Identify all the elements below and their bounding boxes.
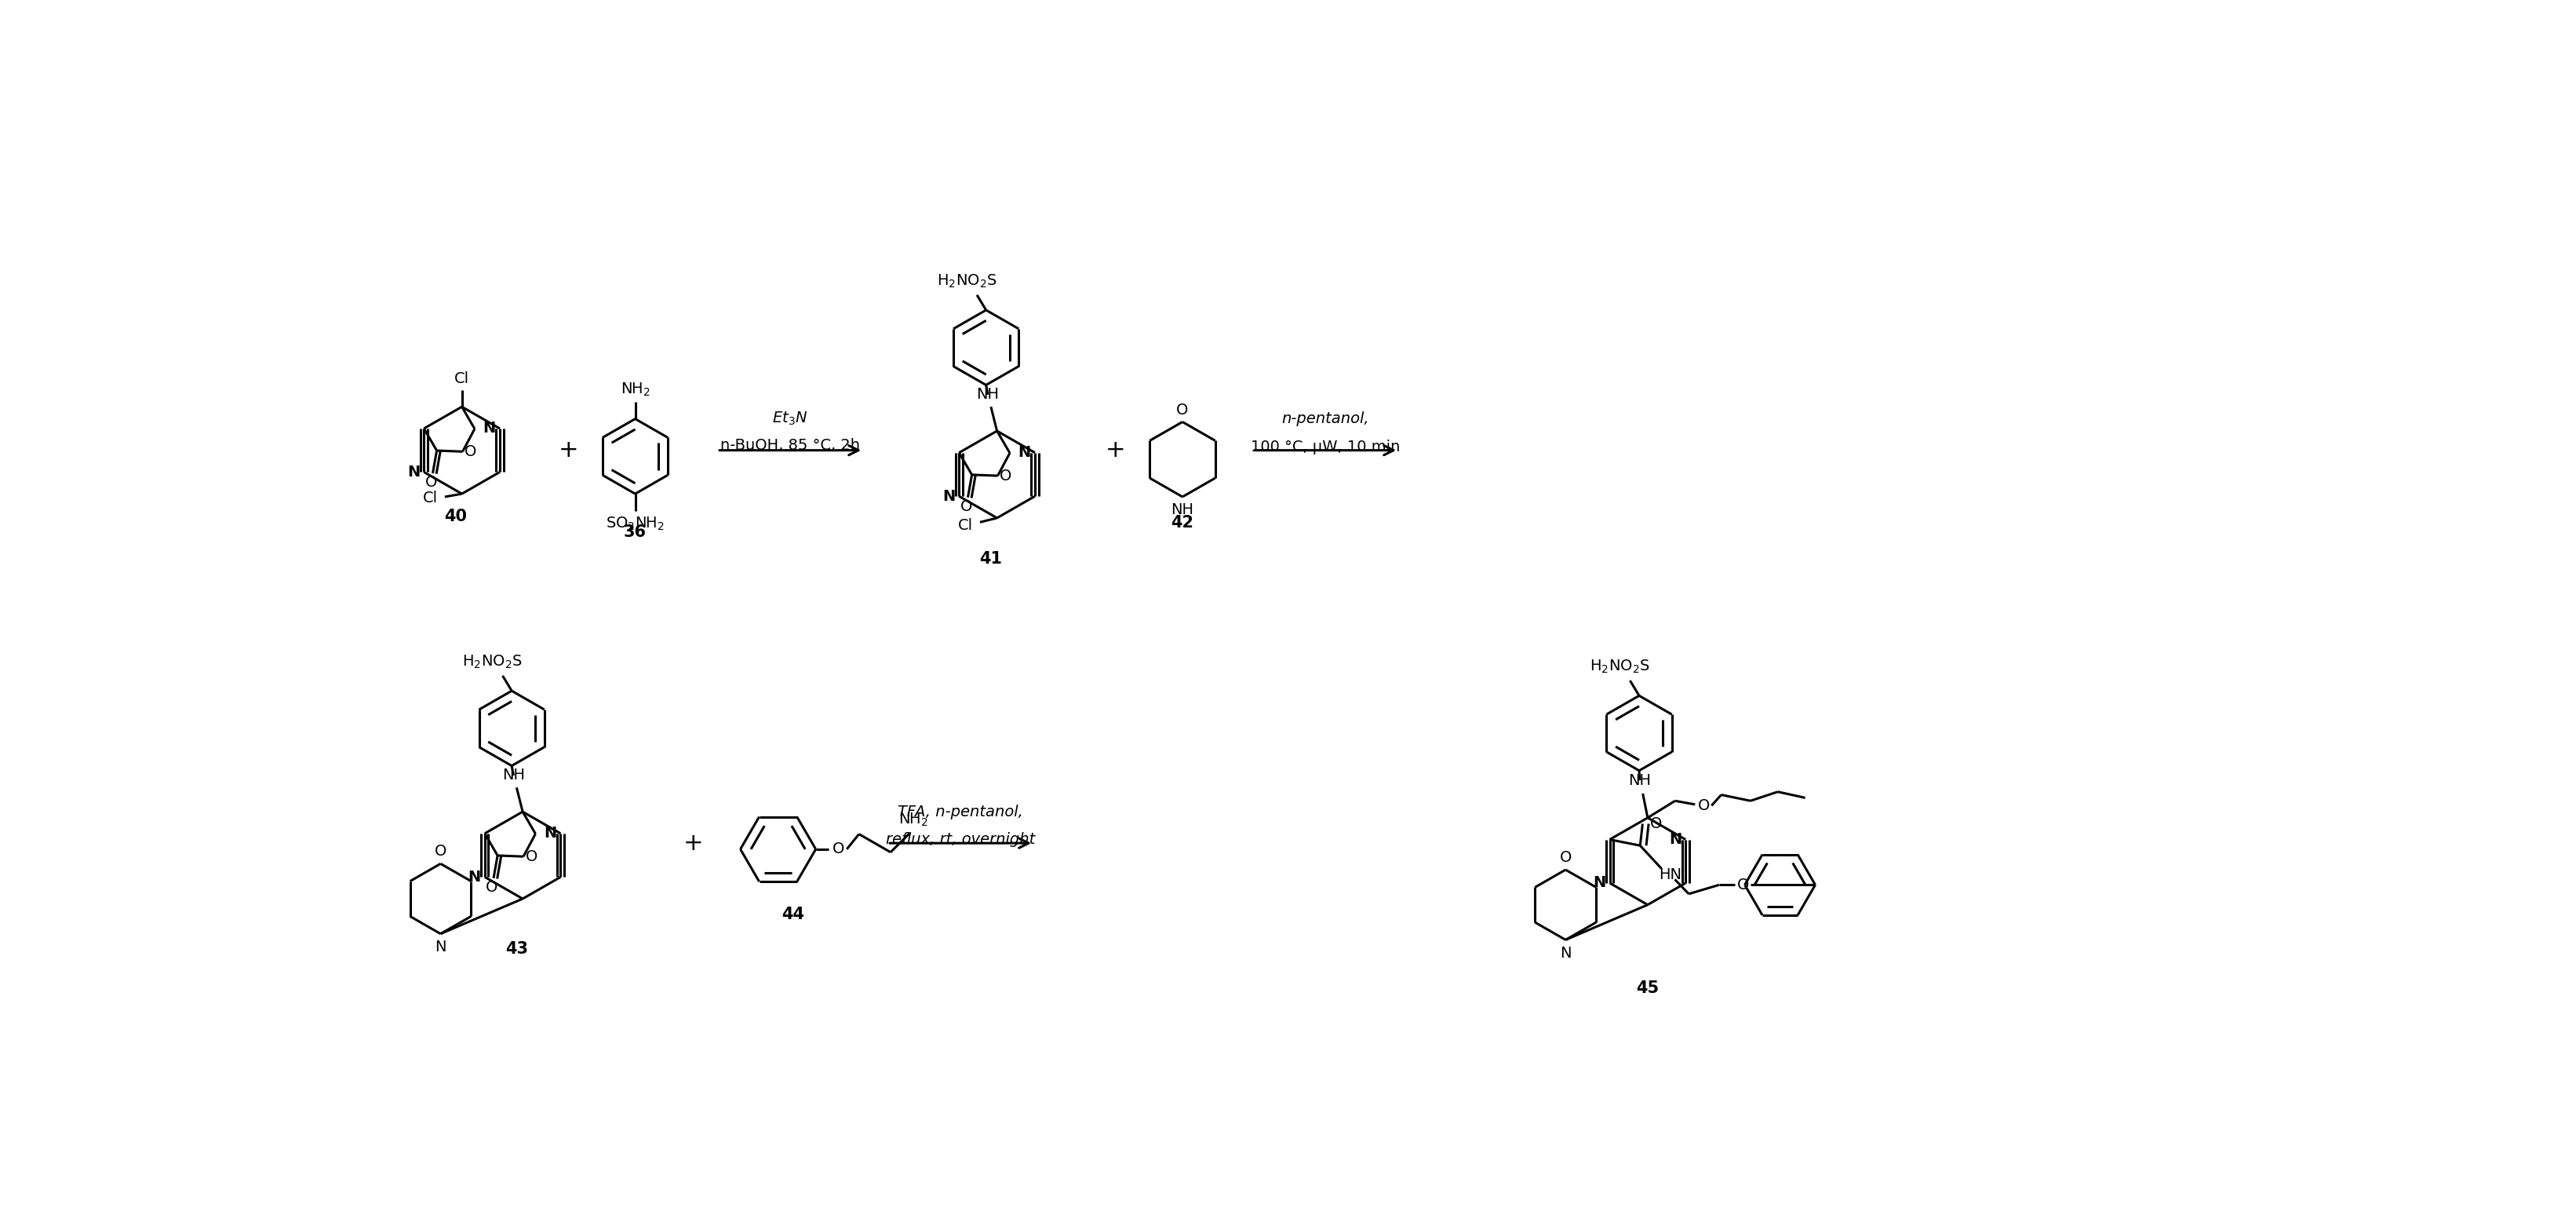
Text: N: N <box>1561 946 1571 961</box>
Text: 100 °C, μW, 10 min: 100 °C, μW, 10 min <box>1252 439 1401 455</box>
Text: NH$_2$: NH$_2$ <box>899 811 927 828</box>
Text: O: O <box>464 444 477 460</box>
Text: reflux, rt, overnight: reflux, rt, overnight <box>886 833 1036 847</box>
Text: O: O <box>1736 878 1749 892</box>
Text: O: O <box>1698 798 1710 813</box>
Text: H$_2$NO$_2$S: H$_2$NO$_2$S <box>938 273 997 289</box>
Text: O: O <box>425 475 438 490</box>
Text: O: O <box>999 468 1012 483</box>
Text: 42: 42 <box>1172 514 1193 530</box>
Text: NH: NH <box>976 388 999 402</box>
Text: Cl: Cl <box>453 372 469 386</box>
Text: N: N <box>407 464 420 479</box>
Text: N: N <box>484 421 495 436</box>
Text: 41: 41 <box>979 551 1002 567</box>
Text: Cl: Cl <box>422 490 438 506</box>
Text: n-BuOH, 85 °C, 2h: n-BuOH, 85 °C, 2h <box>721 438 860 453</box>
Text: TFA, n-pentanol,: TFA, n-pentanol, <box>899 805 1023 819</box>
Text: O: O <box>526 850 538 864</box>
Text: O: O <box>1558 850 1571 865</box>
Text: +: + <box>1105 439 1126 462</box>
Text: N: N <box>1592 875 1605 891</box>
Text: N: N <box>1669 833 1682 847</box>
Text: O: O <box>1177 402 1188 417</box>
Text: N: N <box>435 940 446 954</box>
Text: 44: 44 <box>783 907 804 923</box>
Text: NH: NH <box>1172 502 1193 518</box>
Text: Et$_3$N: Et$_3$N <box>773 411 809 427</box>
Text: NH: NH <box>1628 773 1651 787</box>
Text: O: O <box>487 880 497 895</box>
Text: SO$_2$NH$_2$: SO$_2$NH$_2$ <box>605 516 665 533</box>
Text: 45: 45 <box>1636 980 1659 996</box>
Text: N: N <box>469 869 482 885</box>
Text: NH$_2$: NH$_2$ <box>621 382 649 399</box>
Text: O: O <box>435 844 446 859</box>
Text: N: N <box>943 489 956 503</box>
Text: H$_2$NO$_2$S: H$_2$NO$_2$S <box>461 653 523 670</box>
Text: 36: 36 <box>623 524 647 540</box>
Text: NH: NH <box>502 768 526 783</box>
Text: O: O <box>832 842 845 857</box>
Text: N: N <box>544 826 556 841</box>
Text: n-pentanol,: n-pentanol, <box>1283 411 1370 427</box>
Text: H$_2$NO$_2$S: H$_2$NO$_2$S <box>1589 658 1649 675</box>
Text: HN: HN <box>1659 867 1682 883</box>
Text: 43: 43 <box>505 941 528 957</box>
Text: Cl: Cl <box>958 518 974 533</box>
Text: O: O <box>1651 817 1662 831</box>
Text: O: O <box>961 500 971 514</box>
Text: +: + <box>559 439 580 462</box>
Text: N: N <box>1018 445 1030 460</box>
Text: +: + <box>683 831 703 855</box>
Text: 40: 40 <box>446 508 466 524</box>
